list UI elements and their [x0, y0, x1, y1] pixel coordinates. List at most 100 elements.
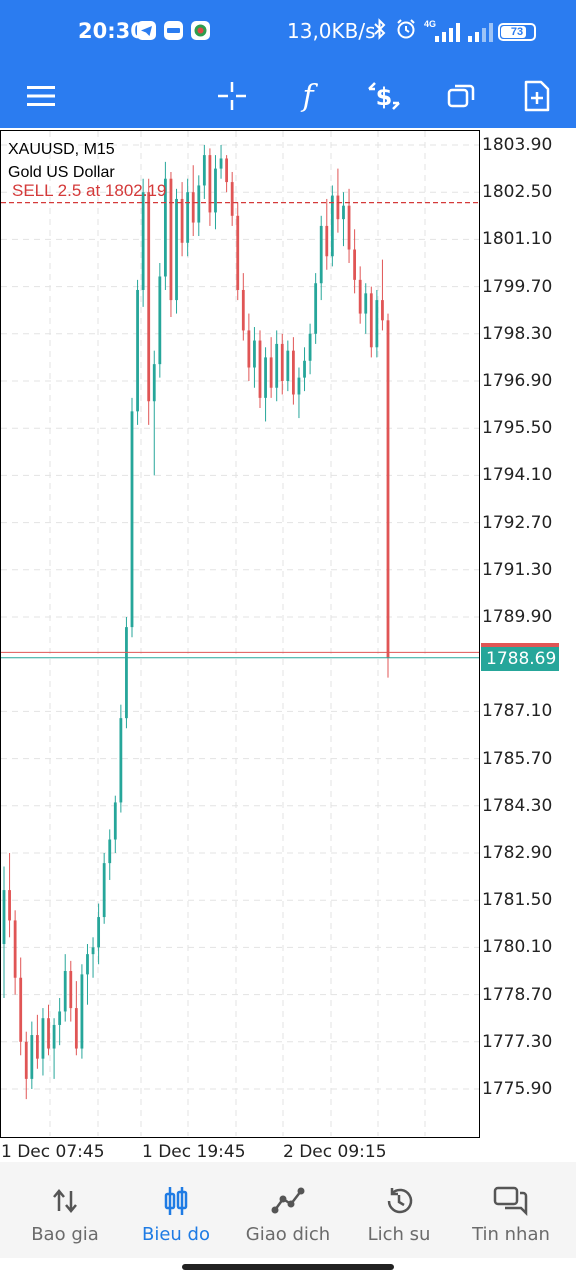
price-tick-label: 1778.70: [482, 984, 553, 1005]
price-tick-label: 1795.50: [482, 418, 553, 439]
svg-text:f: f: [300, 79, 318, 113]
nav-quotes[interactable]: Bao gia: [9, 1162, 121, 1258]
quotes-icon: [45, 1184, 85, 1218]
price-tick-label: 1792.70: [482, 512, 553, 533]
trade-chart-icon: [268, 1184, 308, 1218]
candle-body: [197, 185, 201, 223]
candle-body: [163, 178, 167, 277]
network-type: 4G: [424, 19, 437, 29]
candle-body: [80, 974, 84, 1049]
order-line-label[interactable]: SELL 2.5 at 1802.19: [12, 181, 167, 200]
candle-body: [342, 205, 345, 220]
candle-body: [158, 276, 162, 365]
candle-body: [208, 155, 212, 213]
nav-messages[interactable]: Tin nhan: [455, 1162, 567, 1258]
crosshair-icon[interactable]: [208, 70, 256, 122]
nav-label: Bieu do: [142, 1224, 210, 1245]
status-time: 20:30: [78, 19, 145, 43]
candle-body: [325, 225, 329, 257]
nav-chart[interactable]: Bieu do: [120, 1162, 232, 1258]
candle-body: [264, 357, 267, 398]
chart-frame: [0, 130, 480, 1138]
candle-body: [130, 411, 134, 628]
home-indicator: [182, 1264, 394, 1270]
candle-body: [253, 340, 256, 368]
candle-body: [147, 192, 151, 402]
candle-body: [225, 158, 229, 183]
candle-body: [191, 192, 195, 223]
candle-body: [108, 839, 112, 864]
candle-body: [102, 863, 106, 918]
candle-body: [30, 1035, 34, 1079]
timeframes-icon[interactable]: [437, 70, 485, 122]
candle-body: [230, 182, 234, 216]
bluetooth-icon: [373, 18, 387, 45]
candle-body: [381, 300, 384, 321]
nav-label: Giao dich: [245, 1224, 331, 1245]
svg-text:$: $: [376, 83, 393, 111]
candle-body: [286, 350, 290, 381]
candle-body: [58, 1011, 62, 1025]
candle-body: [69, 971, 73, 1009]
candle-body: [63, 971, 67, 1012]
indicators-icon[interactable]: f: [284, 70, 332, 122]
candle-body: [330, 195, 334, 257]
zalo-icon: [164, 21, 183, 40]
battery-icon: 73: [498, 23, 536, 41]
bottom-navigation: Bao gia Bieu do Giao dich Lich su Tin nh…: [0, 1162, 576, 1258]
messages-icon: [491, 1184, 531, 1218]
candle-body: [169, 178, 173, 301]
candle-body: [369, 293, 373, 348]
price-tick-label: 1782.90: [482, 843, 553, 863]
candle-body: [269, 357, 273, 388]
menu-icon[interactable]: [17, 70, 65, 122]
price-tick-label: 1785.70: [482, 748, 553, 769]
time-tick-label: 1 Dec 07:45: [1, 1142, 105, 1162]
price-tick-label: 1796.90: [482, 371, 553, 391]
candle-body: [136, 289, 139, 412]
chart-toolbar: f $: [0, 64, 576, 128]
candle-body: [119, 718, 123, 803]
symbol-timeframe: XAUUSD, M15: [8, 141, 115, 158]
candle-body: [314, 283, 318, 334]
candle-body: [353, 249, 357, 280]
price-tick-label: 1801.10: [482, 229, 553, 250]
candle-body: [152, 364, 156, 402]
candle-body: [219, 158, 223, 169]
candle-body: [35, 1035, 39, 1059]
candle-body: [91, 947, 95, 955]
price-tick-label: 1781.50: [482, 890, 553, 911]
candle-body: [347, 205, 351, 250]
price-tick-label: 1787.10: [482, 701, 553, 722]
alarm-icon: [395, 18, 417, 45]
price-tick-label: 1789.90: [482, 607, 553, 627]
price-tick-label: 1803.90: [482, 135, 553, 155]
candle-body: [275, 343, 279, 388]
candle-body: [19, 977, 23, 1042]
nav-label: Tin nhan: [472, 1224, 550, 1245]
trade-icon[interactable]: $: [360, 70, 408, 122]
candle-body: [375, 300, 379, 348]
new-order-icon[interactable]: [513, 70, 561, 122]
candle-body: [113, 802, 117, 840]
candle-body: [336, 195, 340, 220]
candle-body: [8, 890, 11, 921]
candle-body: [297, 377, 301, 395]
candle-body: [13, 920, 17, 978]
price-tick-label: 1777.30: [482, 1031, 553, 1052]
candle-body: [236, 215, 240, 290]
candle-body: [86, 954, 89, 975]
candle-body: [41, 1018, 45, 1059]
symbol-description: Gold US Dollar: [8, 164, 115, 181]
history-icon: [379, 1184, 419, 1218]
candle-body: [202, 155, 206, 186]
candle-body: [280, 343, 284, 381]
signal-2-icon: [468, 23, 493, 42]
candle-body: [180, 198, 184, 243]
price-chart[interactable]: [0, 130, 576, 1140]
nav-label: Lich su: [367, 1224, 431, 1245]
telegram-icon: [137, 21, 156, 40]
nav-trade[interactable]: Giao dich: [232, 1162, 344, 1258]
nav-history[interactable]: Lich su: [343, 1162, 455, 1258]
candle-body: [241, 289, 245, 331]
